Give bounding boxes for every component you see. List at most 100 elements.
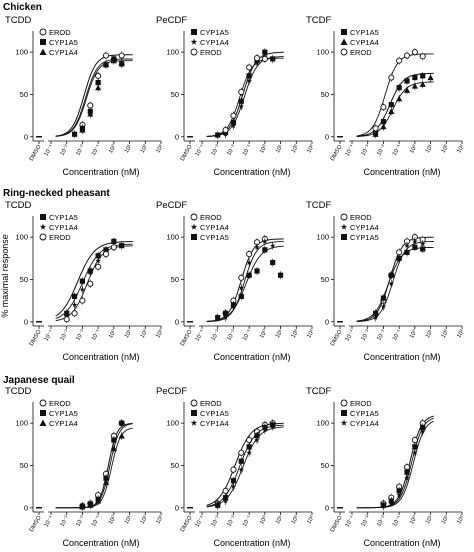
x-tick-label: 10³ xyxy=(306,515,315,525)
x-axis-label: Concentration (nM) xyxy=(62,352,139,362)
legend-label: EROD xyxy=(49,399,71,408)
data-point xyxy=(119,243,125,249)
data-point xyxy=(261,55,268,62)
data-point xyxy=(404,242,410,248)
data-point xyxy=(39,419,47,426)
panel-title: TCDF xyxy=(306,386,332,397)
x-tick-label: 10⁰ xyxy=(258,143,269,155)
y-tick-label: 50 xyxy=(171,461,179,470)
data-point xyxy=(71,310,78,317)
data-point xyxy=(222,498,229,504)
x-tick-label: 10⁻¹ xyxy=(91,144,102,157)
data-point xyxy=(102,52,110,59)
legend-label: EROD xyxy=(49,233,71,242)
data-point xyxy=(40,410,46,416)
fit-curve xyxy=(206,426,284,508)
data-point xyxy=(118,52,125,59)
y-tick-label: 100 xyxy=(316,48,329,57)
x-tick-label: 10² xyxy=(441,329,450,339)
x-tick-label: 10⁰ xyxy=(408,514,419,526)
data-point xyxy=(238,466,245,473)
data-point xyxy=(372,310,379,316)
y-tick-label: 50 xyxy=(321,275,329,284)
data-point xyxy=(230,302,237,308)
legend-label: CYP1A5 xyxy=(49,409,78,418)
x-control-label: DMSO xyxy=(29,515,43,533)
data-point xyxy=(95,80,101,86)
data-point xyxy=(95,497,102,504)
x-tick-label: 10² xyxy=(140,515,149,525)
data-point xyxy=(269,242,276,248)
data-point xyxy=(380,123,387,130)
x-tick-label: 10² xyxy=(140,329,149,339)
data-point xyxy=(111,437,117,443)
y-tick-label: 0 xyxy=(175,132,179,141)
data-point xyxy=(222,487,229,494)
data-point xyxy=(246,272,252,278)
x-tick-label: 10⁰ xyxy=(107,514,118,526)
fit-curve xyxy=(206,241,284,323)
data-point xyxy=(380,503,387,509)
x-control-label: DMSO xyxy=(330,144,344,162)
data-point xyxy=(191,29,197,35)
data-point xyxy=(238,458,244,464)
fit-curve xyxy=(55,54,133,137)
data-point xyxy=(388,108,395,114)
x-tick-label: 10⁻⁴ xyxy=(344,514,356,528)
data-point xyxy=(238,449,245,456)
data-point xyxy=(404,475,410,481)
x-tick-label: 10³ xyxy=(456,144,465,154)
data-point xyxy=(420,424,426,430)
data-point xyxy=(396,488,402,494)
data-point xyxy=(246,449,252,456)
x-tick-label: 10³ xyxy=(155,515,164,525)
panel-2-2: TCDF 0 50 100 DMSO 10⁻⁴ 10⁻³ 10⁻² 10⁻¹ 10⁰ 10¹ 10² 1… xyxy=(306,386,466,548)
x-tick-label: 10⁻³ xyxy=(361,144,372,157)
x-tick-label: 10⁻¹ xyxy=(392,329,403,342)
x-tick-label: 10⁻¹ xyxy=(242,329,253,342)
data-point xyxy=(230,122,237,129)
data-point xyxy=(419,240,426,247)
data-point xyxy=(246,251,253,258)
x-tick-label: 10² xyxy=(441,515,450,525)
x-tick-label: 10⁻¹ xyxy=(242,515,253,528)
x-tick-label: 10¹ xyxy=(124,329,133,339)
x-tick-label: 10⁻³ xyxy=(361,515,372,528)
fit-curve xyxy=(206,424,284,507)
data-point xyxy=(102,479,110,485)
data-point xyxy=(230,483,237,489)
x-tick-label: 10⁻⁴ xyxy=(344,328,356,342)
data-point xyxy=(340,38,348,45)
x-tick-label: 10³ xyxy=(306,144,315,154)
panel-0-1: PeCDF 0 50 100 DMSO 10⁻⁴ 10⁻³ 10⁻² 10⁻¹ 10⁰ 10¹ 10²… xyxy=(156,15,316,177)
x-tick-label: 10⁻² xyxy=(75,144,86,157)
data-point xyxy=(190,213,198,221)
fit-curve xyxy=(356,246,434,322)
x-tick-label: 10¹ xyxy=(275,329,284,339)
legend-label: CYP1A4 xyxy=(200,223,229,232)
data-point xyxy=(110,445,117,452)
data-point xyxy=(404,78,410,84)
data-point xyxy=(190,399,198,407)
y-tick-label: 0 xyxy=(175,317,179,326)
x-axis-label: Concentration (nM) xyxy=(213,352,290,362)
data-point xyxy=(254,433,260,439)
data-point xyxy=(63,316,70,323)
y-tick-label: 50 xyxy=(20,275,28,284)
x-tick-label: 10¹ xyxy=(124,515,133,525)
y-tick-label: 100 xyxy=(166,233,179,242)
data-point xyxy=(380,118,387,125)
data-point xyxy=(427,74,434,81)
data-point xyxy=(388,74,395,81)
x-axis-label: Concentration (nM) xyxy=(363,167,440,177)
fit-curve xyxy=(55,60,133,137)
x-axis-label: Concentration (nM) xyxy=(62,167,139,177)
data-point xyxy=(419,428,426,434)
x-control-label: DMSO xyxy=(180,144,194,162)
data-point xyxy=(87,102,94,109)
x-tick-label: 10² xyxy=(291,329,300,339)
y-tick-label: 100 xyxy=(166,419,179,428)
